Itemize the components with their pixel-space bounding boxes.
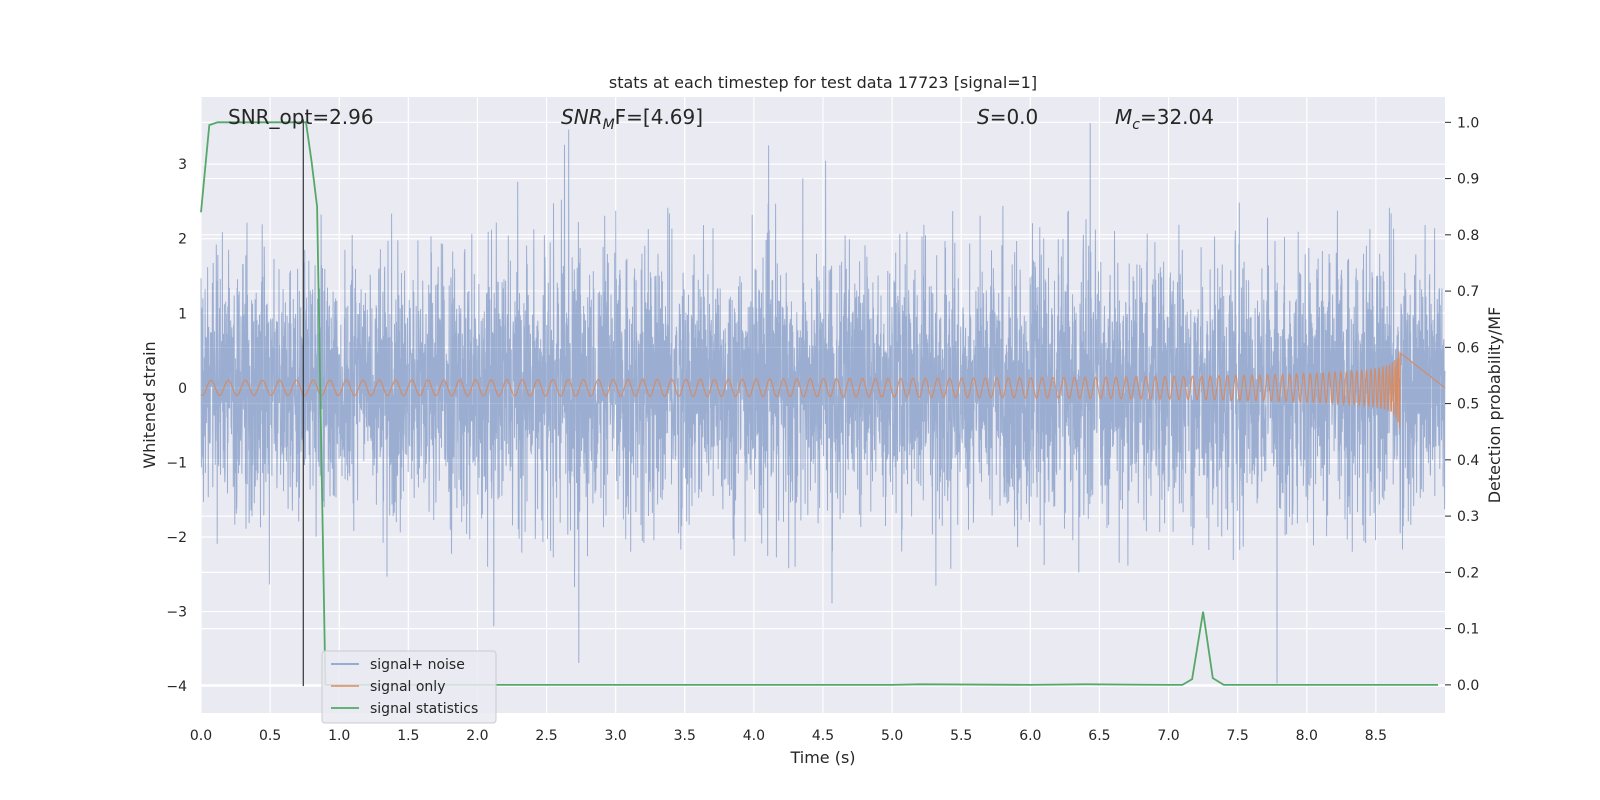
x-tick-label: 3.0: [605, 728, 627, 744]
annotation-snr-mf-sub: M: [603, 117, 615, 133]
y2-tick-label: 0.0: [1457, 678, 1479, 694]
x-tick-label: 8.5: [1365, 728, 1387, 744]
annotation-mc: Mc=32.04: [1115, 105, 1214, 133]
x-tick-label: 4.5: [812, 728, 834, 744]
series-signal-only: [200, 351, 1446, 429]
x-axis-ticks: 0.0 0.5 1.0 1.5 2.0 2.5 3.0 3.5 4.0 4.5 5.0 5.5 6.0 6…: [190, 728, 1387, 744]
y-axis-label: Whitened strain: [140, 341, 159, 468]
x-tick-label: 5.0: [881, 728, 903, 744]
annotation-mc-main: M: [1115, 105, 1132, 129]
y2-tick-label: 1.0: [1457, 115, 1479, 131]
x-tick-label: 0.0: [190, 728, 212, 744]
annotation-s-main: S: [977, 105, 990, 129]
y-tick-label: 3: [178, 157, 187, 173]
legend-label-signal: signal only: [370, 679, 445, 695]
x-tick-label: 2.5: [535, 728, 557, 744]
x-tick-label: 4.0: [743, 728, 765, 744]
legend-box: [321, 650, 497, 724]
y-tick-label: −1: [166, 455, 187, 471]
x-tick-label: 7.5: [1227, 728, 1249, 744]
y-axis-ticks: 3 2 1 0 −1 −2 −3 −4: [166, 157, 187, 695]
legend-label-noise: signal+ noise: [370, 657, 465, 673]
x-tick-label: 3.5: [674, 728, 696, 744]
annotation-mc-rest: =32.04: [1140, 105, 1214, 129]
x-tick-label: 7.0: [1157, 728, 1179, 744]
y-tick-label: 2: [178, 232, 187, 248]
y2-tick-label: 0.3: [1457, 509, 1479, 525]
y-tick-label: 0: [178, 381, 187, 397]
y-tick-label: −3: [166, 605, 187, 621]
x-tick-label: 0.5: [259, 728, 281, 744]
y2-tick-label: 0.4: [1457, 453, 1479, 469]
legend-label-stats: signal statistics: [370, 701, 478, 717]
x-tick-label: 1.0: [328, 728, 350, 744]
annotation-s-rest: =0.0: [990, 105, 1039, 129]
annotation-snr-mf: SNRMF=[4.69]: [561, 105, 703, 133]
x-tick-label: 2.0: [466, 728, 488, 744]
series-signal-noise: [200, 123, 1446, 684]
y2-tick-label: 0.1: [1457, 622, 1479, 638]
y2-axis-label: Detection probability/MF: [1485, 307, 1504, 504]
x-tick-label: 8.0: [1296, 728, 1318, 744]
x-tick-label: 5.5: [950, 728, 972, 744]
annotation-mc-sub: c: [1132, 117, 1140, 133]
chart-title: stats at each timestep for test data 177…: [609, 73, 1037, 92]
series-line-signal-noise: [200, 123, 1446, 684]
y2-tick-label: 0.8: [1457, 228, 1479, 244]
y2-tick-label: 0.6: [1457, 340, 1479, 356]
x-tick-label: 6.0: [1019, 728, 1041, 744]
annotation-snr-mf-rest: F=[4.69]: [615, 105, 703, 129]
x-axis-label: Time (s): [789, 748, 855, 767]
y-tick-label: 1: [178, 306, 187, 322]
x-tick-label: 6.5: [1088, 728, 1110, 744]
x-tick-label: 1.5: [397, 728, 419, 744]
annotation-snr-mf-main: SNR: [561, 105, 603, 129]
legend: signal+ noise signal only signal statist…: [321, 650, 497, 724]
annotation-snr-opt: SNR_opt=2.96: [228, 105, 374, 129]
annotation-s: S=0.0: [977, 105, 1038, 129]
y2-tick-label: 0.9: [1457, 172, 1479, 188]
y-tick-label: −2: [166, 530, 187, 546]
series-line-signal-only: [200, 351, 1446, 429]
y2-tick-label: 0.7: [1457, 284, 1479, 300]
y2-tick-label: 0.5: [1457, 397, 1479, 413]
y2-tick-label: 0.2: [1457, 565, 1479, 581]
y-tick-label: −4: [166, 679, 187, 695]
series-signal-statistics: [200, 121, 1439, 686]
series-line-signal-statistics: [200, 121, 1439, 686]
y2-axis-ticks: 1.0 0.9 0.8 0.7 0.6 0.5 0.4 0.3 0.2 0.1 0.0: [1445, 115, 1479, 694]
